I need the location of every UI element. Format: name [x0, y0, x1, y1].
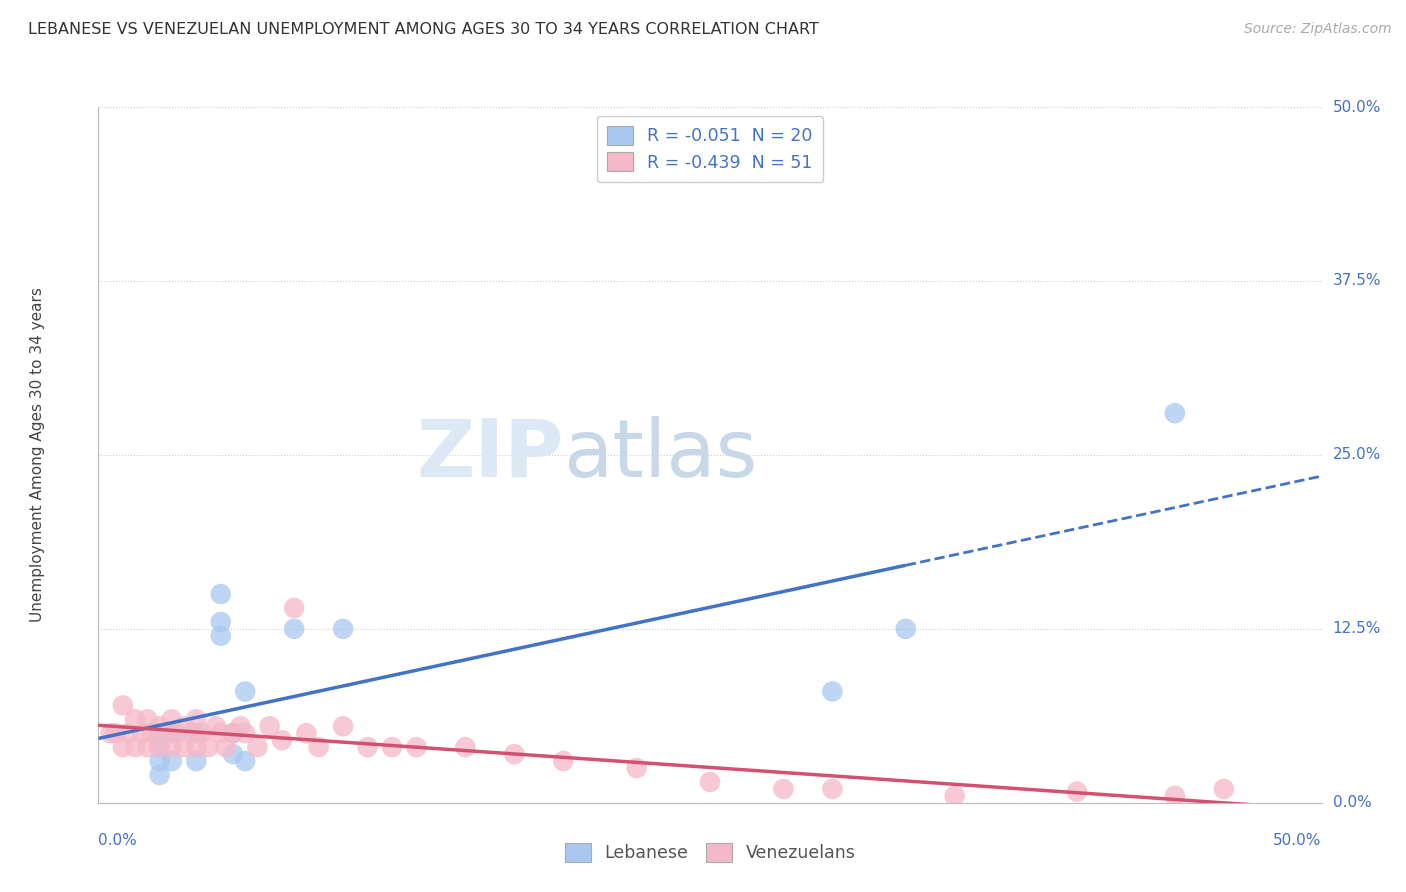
Text: 50.0%: 50.0% — [1333, 100, 1381, 114]
Point — [141, 726, 163, 740]
Point — [626, 761, 648, 775]
Text: 0.0%: 0.0% — [98, 833, 138, 848]
Point — [136, 712, 159, 726]
Point — [214, 740, 236, 755]
Text: 0.0%: 0.0% — [1333, 796, 1371, 810]
Point — [124, 712, 146, 726]
Point — [111, 740, 134, 755]
Point — [308, 740, 330, 755]
Point — [821, 684, 844, 698]
Point — [222, 726, 245, 740]
Text: Unemployment Among Ages 30 to 34 years: Unemployment Among Ages 30 to 34 years — [30, 287, 45, 623]
Point — [190, 726, 212, 740]
Point — [246, 740, 269, 755]
Point — [186, 754, 208, 768]
Point — [156, 726, 179, 740]
Point — [405, 740, 427, 755]
Text: ZIP: ZIP — [416, 416, 564, 494]
Point — [186, 740, 208, 755]
Text: 37.5%: 37.5% — [1333, 274, 1381, 288]
Point — [117, 726, 139, 740]
Point — [772, 781, 794, 796]
Point — [270, 733, 294, 747]
Point — [283, 622, 305, 636]
Point — [160, 712, 183, 726]
Point — [124, 740, 146, 755]
Point — [233, 726, 256, 740]
Point — [454, 740, 477, 755]
Text: 12.5%: 12.5% — [1333, 622, 1381, 636]
Point — [111, 698, 134, 713]
Point — [160, 740, 183, 755]
Point — [209, 629, 232, 643]
Text: atlas: atlas — [564, 416, 758, 494]
Point — [699, 775, 721, 789]
Point — [1066, 785, 1088, 799]
Point — [209, 726, 232, 740]
Point — [233, 754, 256, 768]
Point — [160, 754, 183, 768]
Point — [222, 747, 245, 761]
Text: 25.0%: 25.0% — [1333, 448, 1381, 462]
Point — [1164, 789, 1187, 803]
Point — [894, 622, 917, 636]
Point — [104, 726, 127, 740]
Point — [259, 719, 281, 733]
Point — [332, 719, 354, 733]
Text: Source: ZipAtlas.com: Source: ZipAtlas.com — [1244, 22, 1392, 37]
Point — [173, 719, 195, 733]
Point — [166, 726, 188, 740]
Text: LEBANESE VS VENEZUELAN UNEMPLOYMENT AMONG AGES 30 TO 34 YEARS CORRELATION CHART: LEBANESE VS VENEZUELAN UNEMPLOYMENT AMON… — [28, 22, 818, 37]
Point — [1212, 781, 1234, 796]
Point — [197, 740, 219, 755]
Point — [229, 719, 252, 733]
Point — [553, 754, 575, 768]
Point — [503, 747, 526, 761]
Point — [186, 726, 208, 740]
Point — [149, 768, 172, 782]
Point — [209, 587, 232, 601]
Point — [186, 712, 208, 726]
Point — [1164, 406, 1187, 420]
Point — [149, 740, 172, 755]
Point — [149, 726, 172, 740]
Point — [100, 726, 122, 740]
Point — [136, 740, 159, 755]
Point — [821, 781, 844, 796]
Point — [205, 719, 228, 733]
Point — [131, 726, 153, 740]
Point — [356, 740, 378, 755]
Point — [160, 726, 183, 740]
Point — [283, 601, 305, 615]
Point — [222, 726, 245, 740]
Point — [173, 740, 195, 755]
Point — [209, 615, 232, 629]
Point — [233, 684, 256, 698]
Point — [332, 622, 354, 636]
Point — [943, 789, 966, 803]
Point — [381, 740, 404, 755]
Text: 50.0%: 50.0% — [1274, 833, 1322, 848]
Point — [149, 740, 172, 755]
Point — [180, 726, 202, 740]
Point — [149, 754, 172, 768]
Point — [149, 719, 172, 733]
Point — [295, 726, 318, 740]
Legend: Lebanese, Venezuelans: Lebanese, Venezuelans — [555, 834, 865, 871]
